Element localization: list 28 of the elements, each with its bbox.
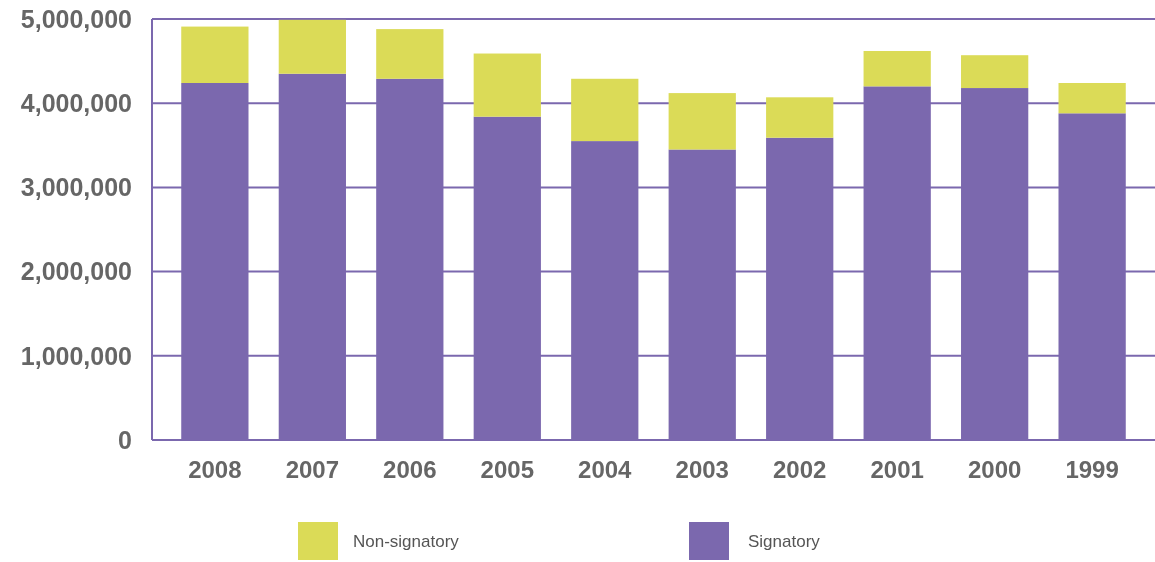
x-tick-label: 2001 xyxy=(870,456,924,483)
x-tick-label: 2004 xyxy=(578,456,633,483)
bar xyxy=(1058,82,1126,114)
bar xyxy=(863,51,931,87)
x-tick-label: 2007 xyxy=(285,456,340,483)
bar xyxy=(961,55,1029,89)
bar xyxy=(181,26,249,83)
legend-label: Signatory xyxy=(748,531,821,551)
bar xyxy=(376,29,444,79)
x-tick-label: 2005 xyxy=(480,456,534,483)
x-tick-label: 2000 xyxy=(967,456,1022,483)
x-tick-label: 2003 xyxy=(675,456,729,483)
bar xyxy=(473,53,541,117)
y-tick-label: 2,000,000 xyxy=(20,257,132,286)
x-tick-label: 2006 xyxy=(383,456,437,483)
bar xyxy=(766,97,834,138)
y-tick-label: 5,000,000 xyxy=(20,4,132,33)
y-tick-label: 4,000,000 xyxy=(20,88,132,117)
y-tick-label: 1,000,000 xyxy=(20,341,132,370)
legend-label: Non-signatory xyxy=(353,531,460,551)
x-tick-label: 2002 xyxy=(773,456,827,483)
y-tick-label: 0 xyxy=(118,425,132,454)
x-tick-label: 1999 xyxy=(1065,456,1119,483)
x-tick-label: 2008 xyxy=(188,456,242,483)
y-tick-label: 3,000,000 xyxy=(20,173,132,202)
bar xyxy=(571,78,639,142)
bar xyxy=(278,19,346,74)
bar xyxy=(668,93,736,150)
